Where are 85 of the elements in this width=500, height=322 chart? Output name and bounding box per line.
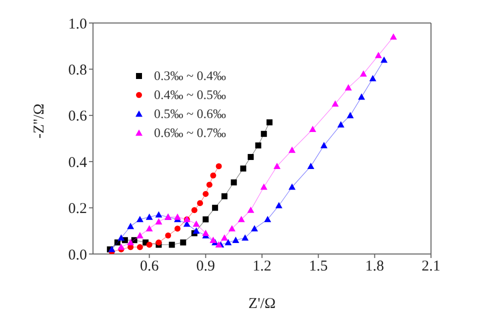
point — [131, 237, 138, 244]
point — [238, 216, 245, 222]
point — [337, 121, 344, 128]
y-tick-label: 0.8 — [68, 62, 87, 79]
point — [274, 162, 281, 170]
x-axis-title: Z'/Ω — [248, 296, 276, 312]
point — [127, 222, 134, 230]
point — [232, 236, 240, 243]
point — [221, 193, 228, 200]
x-tick-label: 2.1 — [422, 258, 440, 275]
point — [136, 216, 144, 222]
point — [165, 232, 172, 239]
point — [146, 214, 153, 220]
point — [250, 225, 258, 232]
point — [346, 112, 354, 118]
point — [108, 246, 116, 252]
point — [230, 179, 237, 186]
y-axis-title: -Z''/Ω — [31, 104, 48, 138]
y-tick-label: 0.6 — [68, 108, 88, 125]
point — [248, 154, 254, 160]
point — [156, 239, 162, 246]
point — [191, 207, 198, 214]
point — [260, 130, 267, 137]
point — [127, 238, 134, 246]
point — [260, 184, 268, 190]
y-tick-label: 0.2 — [68, 201, 87, 218]
point — [202, 190, 209, 197]
x-tick-label: 0.6 — [140, 258, 160, 275]
point — [307, 162, 314, 170]
y-tick-label: 0.4 — [68, 154, 88, 171]
point — [202, 230, 210, 236]
point — [380, 56, 388, 63]
point — [168, 242, 175, 248]
point — [374, 52, 382, 58]
x-tick-label: 1.5 — [308, 258, 328, 275]
y-tick-label: 1.0 — [68, 16, 87, 32]
point — [136, 244, 143, 250]
point — [216, 163, 222, 170]
point — [210, 172, 216, 178]
point — [136, 232, 144, 238]
point — [155, 211, 162, 218]
point — [114, 239, 120, 246]
point — [360, 70, 367, 77]
point — [192, 220, 200, 227]
point — [192, 227, 200, 234]
point — [240, 166, 246, 172]
point — [369, 74, 376, 82]
point — [202, 216, 209, 222]
point — [118, 244, 125, 250]
point — [224, 238, 232, 246]
point — [146, 242, 152, 248]
point — [309, 126, 316, 132]
y-tick-label: 0.0 — [68, 247, 87, 264]
point — [320, 142, 328, 148]
legend-label: 0.6‰ ~ 0.7‰ — [154, 124, 226, 142]
point — [247, 206, 254, 213]
point — [255, 142, 262, 148]
point — [358, 93, 366, 100]
point — [206, 182, 212, 188]
point — [288, 146, 296, 153]
point — [242, 234, 249, 241]
x-tick-label: 1.8 — [365, 258, 384, 275]
legend-label: 0.5‰ ~ 0.6‰ — [154, 105, 226, 123]
point — [275, 202, 282, 208]
point — [174, 226, 180, 232]
point — [264, 216, 272, 222]
legend-label: 0.4‰ ~ 0.5‰ — [154, 86, 226, 104]
point — [220, 234, 228, 241]
point — [210, 236, 217, 243]
x-tick-label: 0.9 — [196, 258, 216, 275]
point — [180, 239, 186, 246]
point — [212, 204, 218, 211]
point — [332, 100, 339, 107]
point — [228, 225, 236, 232]
point — [197, 200, 204, 206]
point — [118, 234, 125, 241]
point — [155, 218, 162, 224]
point — [390, 33, 397, 40]
point — [288, 184, 296, 190]
point — [146, 225, 153, 232]
legend-label: 0.3‰ ~ 0.4‰ — [154, 67, 226, 85]
x-tick-label: 1.2 — [252, 258, 272, 275]
point — [344, 84, 352, 90]
point — [266, 119, 273, 126]
point — [174, 214, 181, 220]
